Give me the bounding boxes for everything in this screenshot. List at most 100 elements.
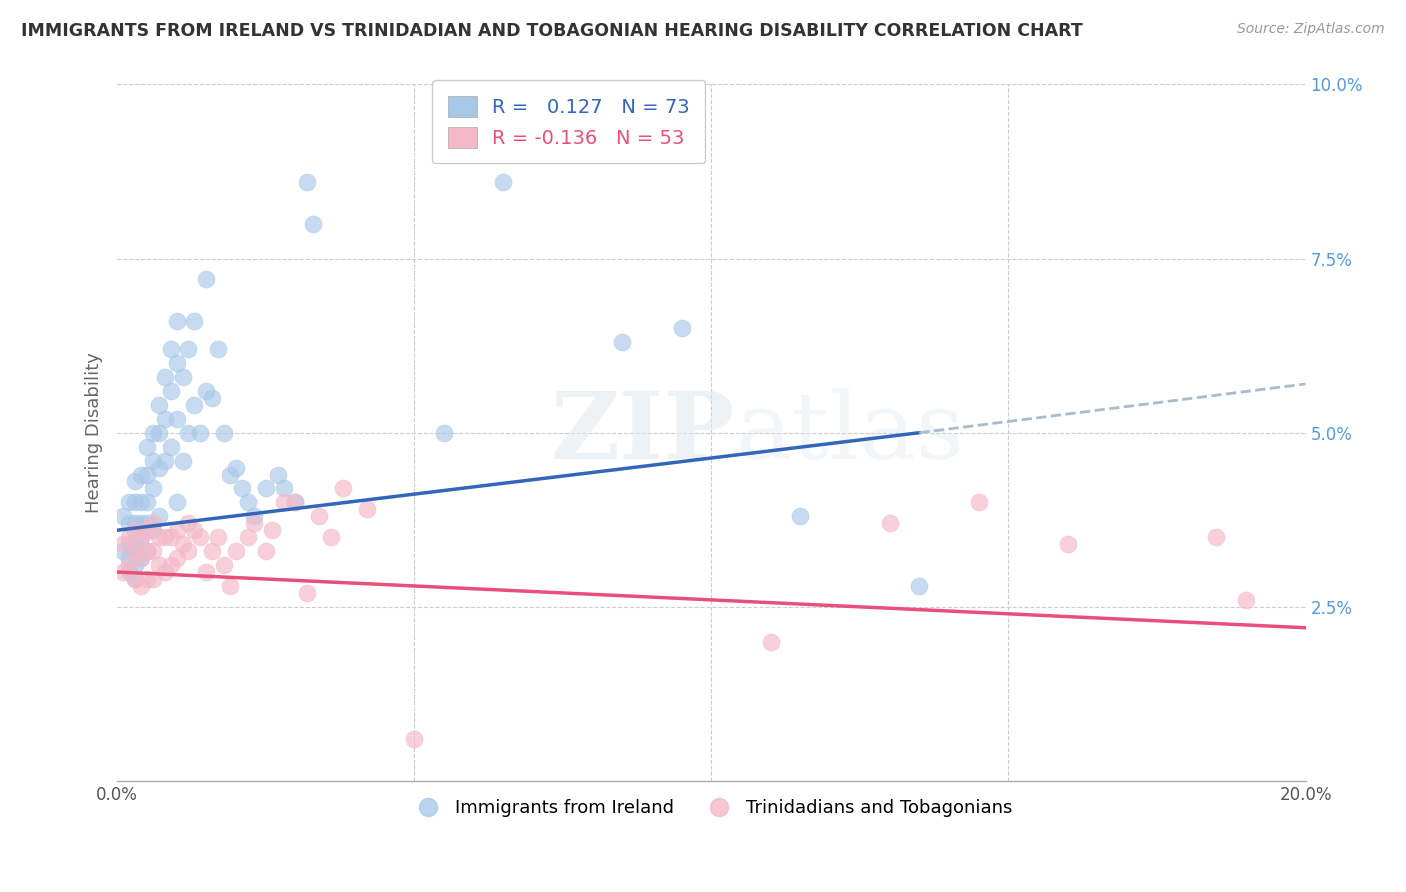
Point <box>212 558 235 572</box>
Point <box>266 467 288 482</box>
Point <box>789 509 811 524</box>
Point <box>236 495 259 509</box>
Point <box>1056 537 1078 551</box>
Point <box>129 530 152 544</box>
Point <box>124 537 146 551</box>
Point <box>118 558 141 572</box>
Point <box>166 411 188 425</box>
Point <box>201 391 224 405</box>
Point <box>124 495 146 509</box>
Point <box>112 565 135 579</box>
Point <box>159 384 181 398</box>
Point <box>124 544 146 558</box>
Point <box>118 516 141 531</box>
Text: Source: ZipAtlas.com: Source: ZipAtlas.com <box>1237 22 1385 37</box>
Point <box>124 572 146 586</box>
Point <box>118 551 141 566</box>
Point <box>124 544 146 558</box>
Point <box>302 217 325 231</box>
Point <box>129 516 152 531</box>
Point <box>142 523 165 537</box>
Point <box>433 425 456 440</box>
Point <box>201 544 224 558</box>
Point <box>124 558 146 572</box>
Point <box>135 544 157 558</box>
Point <box>231 482 253 496</box>
Point <box>135 495 157 509</box>
Point <box>129 579 152 593</box>
Point <box>284 495 307 509</box>
Point <box>118 537 141 551</box>
Point <box>356 502 378 516</box>
Text: atlas: atlas <box>735 388 965 478</box>
Point <box>124 523 146 537</box>
Point <box>177 342 200 356</box>
Point <box>129 551 152 566</box>
Point <box>190 425 212 440</box>
Point <box>183 523 205 537</box>
Point <box>148 460 170 475</box>
Point <box>207 530 229 544</box>
Point <box>142 453 165 467</box>
Point <box>195 565 218 579</box>
Point <box>135 572 157 586</box>
Point <box>166 356 188 370</box>
Point <box>159 440 181 454</box>
Point <box>159 558 181 572</box>
Point <box>124 572 146 586</box>
Point <box>166 551 188 566</box>
Point <box>124 516 146 531</box>
Point <box>492 175 515 189</box>
Point <box>142 516 165 531</box>
Point <box>112 544 135 558</box>
Point <box>148 530 170 544</box>
Point <box>129 467 152 482</box>
Point <box>195 272 218 286</box>
Point <box>124 475 146 489</box>
Point <box>254 544 277 558</box>
Point <box>319 530 342 544</box>
Point <box>254 482 277 496</box>
Point <box>129 495 152 509</box>
Point <box>166 523 188 537</box>
Text: IMMIGRANTS FROM IRELAND VS TRINIDADIAN AND TOBAGONIAN HEARING DISABILITY CORRELA: IMMIGRANTS FROM IRELAND VS TRINIDADIAN A… <box>21 22 1083 40</box>
Point <box>153 370 176 384</box>
Point <box>159 342 181 356</box>
Point <box>118 495 141 509</box>
Point <box>177 425 200 440</box>
Point <box>225 460 247 475</box>
Point <box>260 523 283 537</box>
Point <box>177 516 200 531</box>
Point <box>153 411 176 425</box>
Point <box>273 482 295 496</box>
Point <box>225 544 247 558</box>
Point <box>219 579 242 593</box>
Point <box>112 509 135 524</box>
Point <box>284 495 307 509</box>
Point <box>219 467 242 482</box>
Point <box>148 425 170 440</box>
Point <box>172 370 194 384</box>
Point <box>612 335 634 350</box>
Point <box>112 537 135 551</box>
Point <box>195 384 218 398</box>
Point <box>177 544 200 558</box>
Point <box>129 551 152 566</box>
Point <box>908 579 931 593</box>
Point <box>142 482 165 496</box>
Point <box>207 342 229 356</box>
Point <box>142 425 165 440</box>
Point <box>236 530 259 544</box>
Point <box>135 440 157 454</box>
Point <box>308 509 330 524</box>
Point <box>759 634 782 648</box>
Point <box>172 537 194 551</box>
Point <box>273 495 295 509</box>
Point <box>153 453 176 467</box>
Point <box>243 516 266 531</box>
Text: ZIP: ZIP <box>551 388 735 478</box>
Point <box>153 565 176 579</box>
Point <box>135 516 157 531</box>
Point <box>166 314 188 328</box>
Point <box>522 140 544 154</box>
